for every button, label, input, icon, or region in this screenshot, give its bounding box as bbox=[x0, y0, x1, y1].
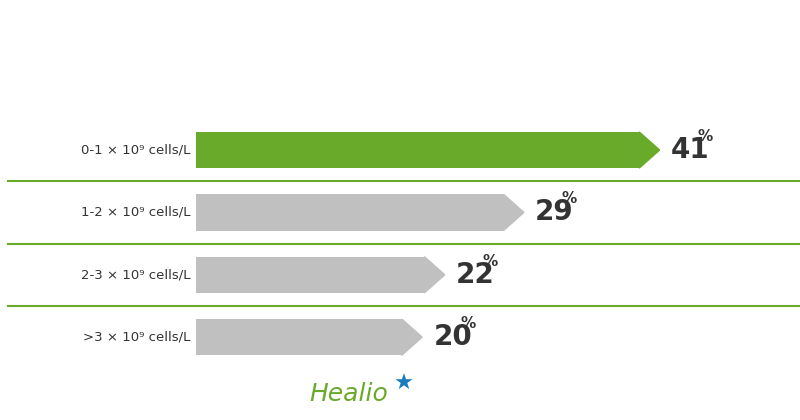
Text: %: % bbox=[562, 191, 577, 206]
Text: >3 × 10⁹ cells/L: >3 × 10⁹ cells/L bbox=[82, 331, 190, 344]
Text: %: % bbox=[460, 316, 475, 331]
Bar bbox=[196, 319, 402, 355]
Bar bbox=[196, 194, 503, 231]
Text: 22: 22 bbox=[456, 261, 495, 289]
Text: %: % bbox=[698, 129, 713, 144]
Polygon shape bbox=[425, 257, 445, 293]
Polygon shape bbox=[402, 319, 422, 355]
Text: among 40,909 primary care patients:: among 40,909 primary care patients: bbox=[195, 76, 605, 94]
Text: 1-2 × 10⁹ cells/L: 1-2 × 10⁹ cells/L bbox=[81, 206, 190, 219]
Text: ★: ★ bbox=[394, 374, 414, 394]
Text: One-year mortality following pneumonia diagnosis: One-year mortality following pneumonia d… bbox=[122, 30, 678, 49]
Text: 29: 29 bbox=[535, 198, 574, 226]
Polygon shape bbox=[503, 194, 524, 231]
Bar bbox=[196, 132, 639, 168]
Bar bbox=[196, 257, 425, 293]
Text: 2-3 × 10⁹ cells/L: 2-3 × 10⁹ cells/L bbox=[81, 268, 190, 281]
Polygon shape bbox=[639, 132, 660, 168]
Text: 0-1 × 10⁹ cells/L: 0-1 × 10⁹ cells/L bbox=[81, 144, 190, 157]
Text: 20: 20 bbox=[434, 323, 472, 351]
Text: %: % bbox=[482, 254, 498, 268]
Text: Healio: Healio bbox=[310, 382, 388, 406]
Text: 41: 41 bbox=[671, 136, 710, 164]
